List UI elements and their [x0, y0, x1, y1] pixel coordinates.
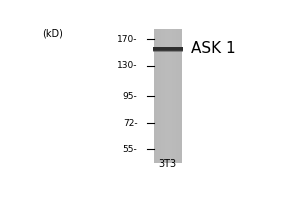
Text: 55-: 55- [123, 145, 137, 154]
Text: 170-: 170- [117, 35, 137, 44]
Bar [153, 48, 183, 51]
Bar [163, 29, 165, 163]
Bar [153, 47, 183, 50]
Bar [153, 47, 183, 50]
Bar [153, 48, 183, 52]
Bar [153, 48, 183, 51]
Bar [172, 29, 174, 163]
Text: (kD): (kD) [42, 29, 63, 39]
Text: 72-: 72- [123, 119, 137, 128]
Bar [153, 47, 183, 51]
Text: 130-: 130- [117, 61, 137, 70]
Bar [154, 29, 182, 163]
Bar [180, 29, 182, 163]
Text: 95-: 95- [123, 92, 137, 101]
Bar [156, 29, 158, 163]
Bar [165, 29, 167, 163]
Bar [161, 29, 163, 163]
Text: ASK 1: ASK 1 [191, 41, 236, 56]
Bar [170, 29, 172, 163]
Bar [159, 29, 161, 163]
Bar [153, 48, 183, 52]
Bar [169, 29, 170, 163]
Bar [158, 29, 159, 163]
Bar [174, 29, 176, 163]
Bar [167, 29, 169, 163]
Bar [178, 29, 180, 163]
Bar [176, 29, 178, 163]
Bar [154, 29, 156, 163]
Bar [153, 47, 183, 50]
Text: 3T3: 3T3 [159, 159, 177, 169]
Bar [153, 47, 183, 51]
